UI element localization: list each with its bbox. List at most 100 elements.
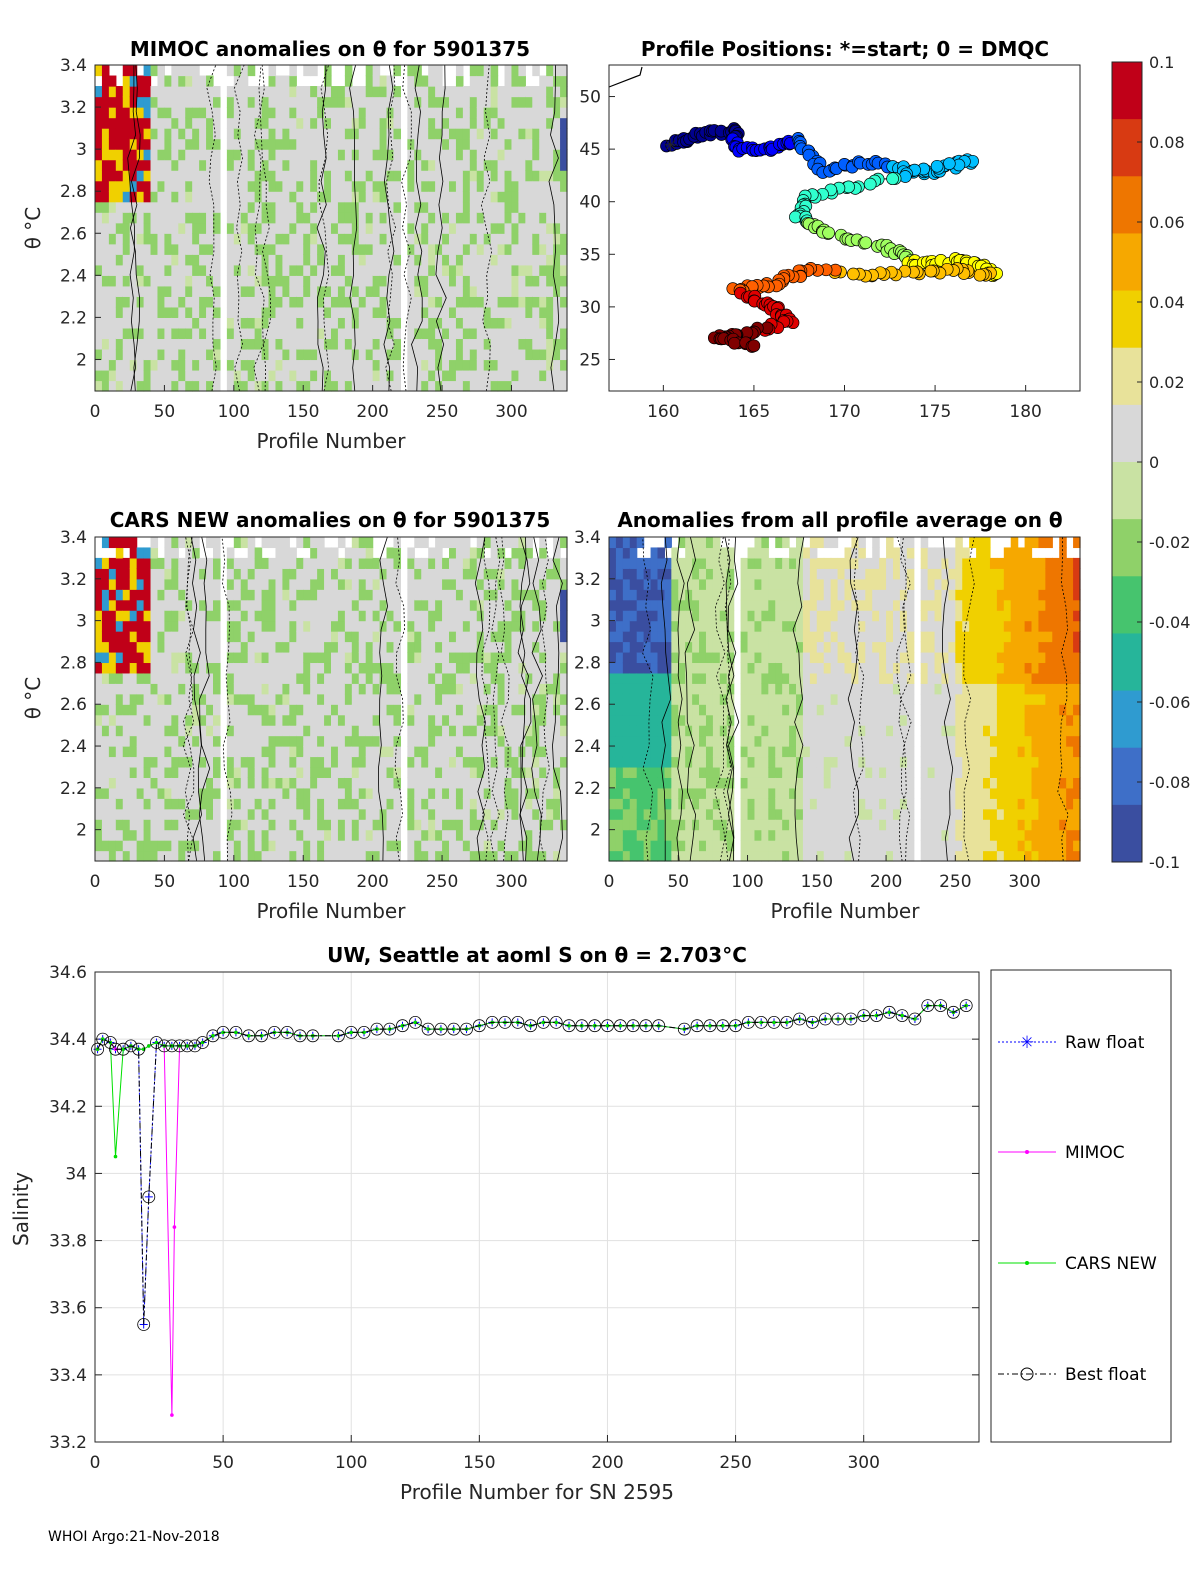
heat-cell [615, 641, 624, 653]
heat-cell [421, 128, 429, 140]
heat-cell [282, 96, 290, 108]
heat-cell [483, 714, 492, 726]
heat-cell [442, 589, 450, 601]
heat-cell [310, 317, 318, 329]
heat-cell [129, 620, 138, 632]
heat-cell [150, 651, 159, 664]
heat-cell [497, 275, 506, 287]
heat-cell [275, 620, 284, 632]
heat-cell [282, 75, 290, 87]
heat-cell [199, 222, 207, 234]
heat-cell [240, 578, 249, 590]
heat-cell [192, 798, 200, 810]
heat-cell [442, 620, 450, 632]
heat-cell [233, 746, 242, 758]
heat-cell [504, 662, 513, 674]
heat-cell [358, 610, 367, 622]
heat-cell [150, 641, 159, 653]
heat-cell [206, 725, 214, 737]
heat-cell [358, 641, 367, 653]
heat-cell [268, 787, 277, 799]
heat-cell [768, 672, 776, 684]
heat-cell [705, 787, 714, 799]
heat-cell [615, 756, 624, 768]
heat-cell [546, 201, 554, 213]
heat-cell [469, 285, 478, 297]
heat-cell [518, 96, 526, 108]
heat-cell [233, 128, 242, 140]
heat-cell [289, 380, 297, 392]
heat-cell [233, 233, 242, 245]
heat-cell [469, 201, 478, 213]
heat-cell [476, 850, 485, 862]
heat-cell [310, 798, 318, 810]
heat-cell [240, 746, 249, 758]
heat-cell [351, 693, 360, 705]
heat-cell [809, 641, 818, 653]
heat-cell [609, 651, 617, 664]
heat-cell [365, 380, 374, 392]
heat-cell [532, 777, 540, 789]
heat-cell [108, 254, 117, 266]
heat-cell [261, 746, 270, 758]
heat-cell [192, 75, 200, 87]
heat-cell [476, 714, 485, 726]
heat-cell [664, 819, 672, 831]
heat-cell [546, 557, 554, 569]
heat-cell [95, 254, 103, 266]
heat-cell [525, 840, 533, 852]
heat-cell [122, 128, 131, 140]
heat-cell [483, 662, 492, 674]
heat-cell [331, 222, 339, 234]
heat-cell [511, 264, 520, 276]
heat-cell [136, 348, 145, 361]
heat-cell [685, 641, 693, 653]
heat-cell [560, 275, 568, 287]
heat-cell [164, 201, 172, 213]
heat-cell [629, 787, 638, 799]
heat-cell [95, 693, 103, 705]
heat-cell [685, 766, 693, 778]
heat-cell [712, 787, 721, 799]
heat-cell [206, 317, 214, 329]
heat-cell [483, 96, 492, 108]
heat-cell [511, 683, 520, 695]
heat-cell [546, 149, 554, 161]
heat-cell [809, 620, 818, 632]
heat-cell [310, 65, 318, 77]
heat-cell [379, 568, 388, 580]
heat-cell [240, 243, 249, 255]
heat-cell [282, 191, 290, 203]
heat-cell [206, 787, 214, 799]
heat-cell [497, 547, 506, 559]
heat-cell [428, 756, 436, 768]
heat-cell [317, 547, 325, 559]
heat-cell [289, 254, 297, 266]
heat-cell [247, 138, 256, 150]
heat-cell [747, 568, 756, 580]
heat-cell [560, 787, 568, 799]
heat-cell [553, 128, 561, 140]
heat-cell [497, 798, 506, 810]
heat-cell [428, 285, 436, 297]
heat-cell [178, 243, 186, 255]
heat-cell [747, 693, 756, 705]
heat-cell [108, 568, 117, 580]
heat-cell [553, 777, 561, 789]
heat-cell [247, 704, 256, 716]
heat-cell [553, 170, 561, 182]
heat-cell [136, 233, 145, 245]
heat-cell [428, 65, 436, 77]
heat-cell [171, 714, 179, 726]
heat-cell [657, 777, 666, 789]
heat-cell [310, 662, 318, 674]
heat-cell [719, 798, 728, 810]
heat-cell [705, 589, 714, 601]
heat-cell [337, 589, 346, 601]
heat-cell [455, 264, 464, 276]
heat-cell [546, 662, 554, 674]
heat-cell [636, 766, 645, 778]
heat-cell [490, 787, 499, 799]
heat-cell [435, 338, 443, 350]
heat-cell [101, 149, 110, 161]
